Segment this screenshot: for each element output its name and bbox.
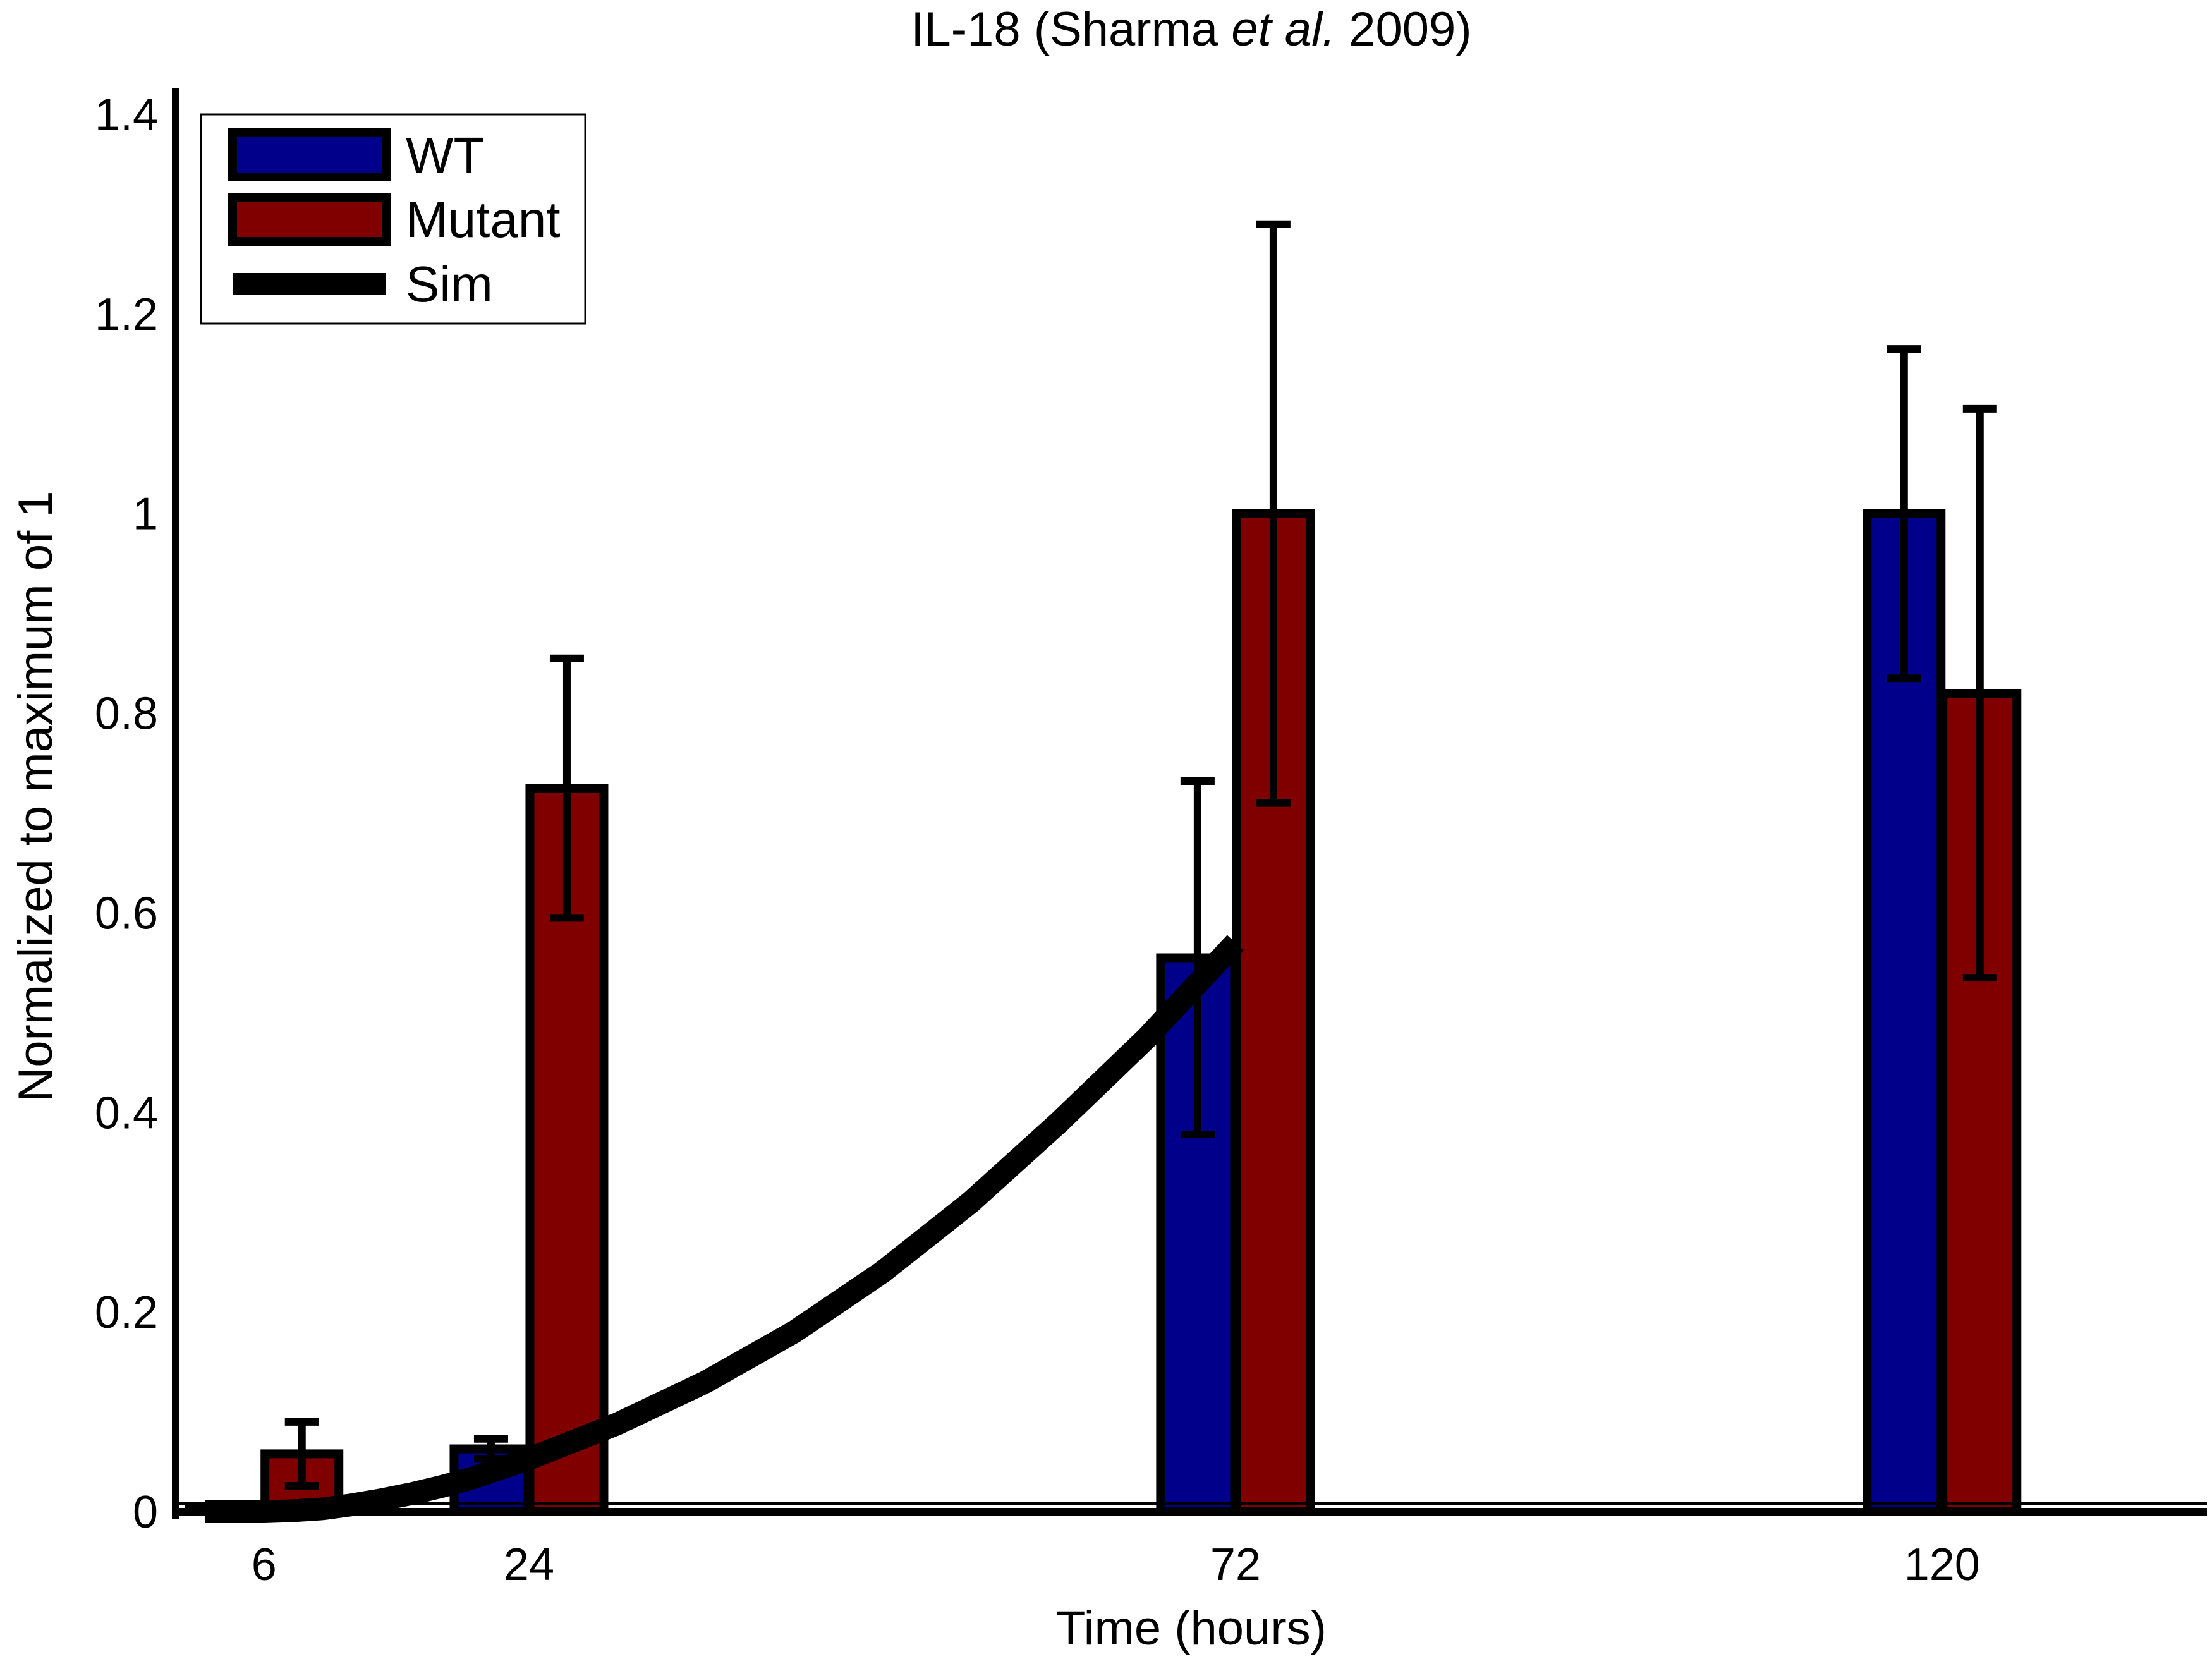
y-tick-label: 1.2 xyxy=(95,289,158,340)
y-tick-label: 0.4 xyxy=(95,1088,158,1138)
y-tick-label: 0 xyxy=(133,1487,158,1538)
x-tick-label: 72 xyxy=(1210,1540,1261,1590)
x-ticks-layer: 6 24 72 120 xyxy=(252,1540,1980,1590)
y-tick-label: 0.8 xyxy=(95,689,158,739)
bars-layer xyxy=(185,509,2022,1517)
error-bar-mutant-120 xyxy=(1962,404,1997,982)
x-tick-label: 120 xyxy=(1904,1540,1980,1590)
legend: WT Mutant Sim xyxy=(200,113,586,325)
legend-label: WT xyxy=(406,127,484,183)
sim-line xyxy=(205,935,1244,1523)
legend-label: Mutant xyxy=(406,191,561,248)
error-bar-mutant-6 xyxy=(284,1418,319,1490)
axes-layer xyxy=(172,88,2207,1519)
y-axis-label: Normalized to maximum of 1 xyxy=(9,490,63,1102)
legend-item-mutant: Mutant xyxy=(228,191,561,248)
x-tick-label: 24 xyxy=(504,1540,554,1590)
legend-item-sim: Sim xyxy=(233,256,493,312)
y-tick-label: 1.4 xyxy=(95,90,158,140)
y-tick-label: 0.6 xyxy=(95,888,158,939)
error-bar-wt-72 xyxy=(1180,777,1215,1139)
error-bar-wt-120 xyxy=(1887,345,1921,683)
error-bar-mutant-72 xyxy=(1256,220,1291,807)
legend-swatch xyxy=(228,193,391,246)
legend-item-wt: WT xyxy=(228,127,484,183)
y-ticks-layer: 0 0.2 0.4 0.6 0.8 1 1.2 1.4 xyxy=(95,90,158,1538)
chart-title: IL-18 (Sharma et al. 2009) xyxy=(911,3,1471,56)
y-tick-label: 0.2 xyxy=(95,1287,158,1338)
y-tick-label: 1 xyxy=(133,489,158,540)
legend-label: Sim xyxy=(406,256,493,312)
x-axis-label: Time (hours) xyxy=(1056,1601,1327,1655)
sim-line-layer xyxy=(205,935,1244,1523)
error-bar-mutant-24 xyxy=(549,654,584,922)
x-tick-label: 6 xyxy=(252,1540,277,1590)
legend-swatch xyxy=(228,128,391,181)
